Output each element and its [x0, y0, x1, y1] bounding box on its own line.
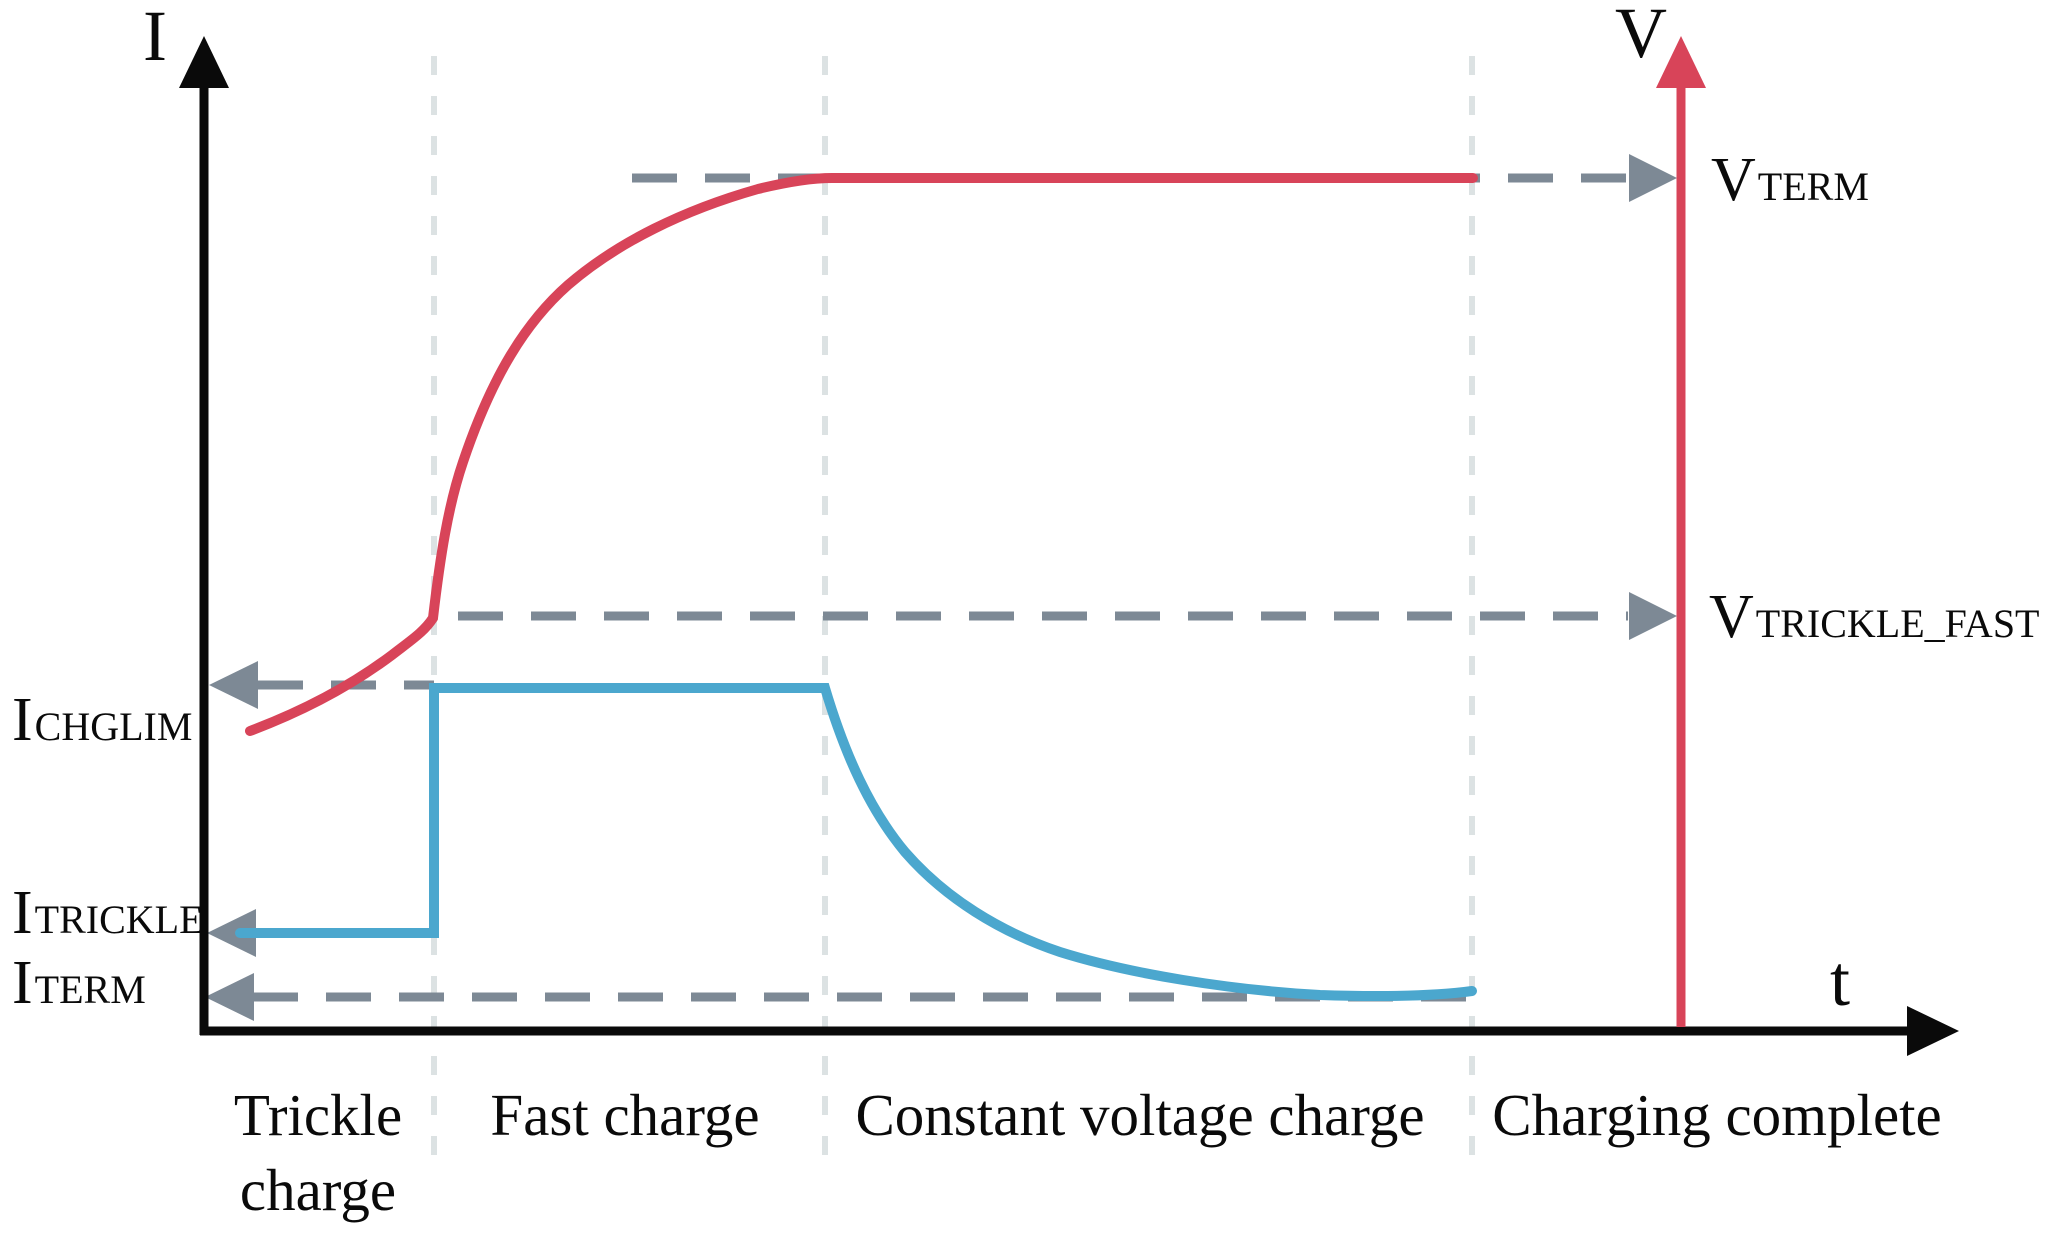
voltage-axis — [1656, 36, 1706, 1027]
v-term-arrow-icon — [1629, 154, 1677, 202]
current-axis — [179, 36, 229, 1035]
i-trickle-label: ITRICKLE — [12, 879, 204, 947]
phase-label-trickle-line1: Trickle — [234, 1082, 402, 1148]
voltage-axis-label: V — [1615, 0, 1667, 73]
annotation-lines — [253, 173, 1628, 1002]
i-term-arrow-icon — [205, 973, 254, 1021]
i-chglim-arrow-icon — [209, 661, 258, 709]
i-chglim-label: ICHGLIM — [12, 686, 192, 754]
v-trickle-fast-label: VTRICKLE_FAST — [1709, 583, 2040, 651]
current-curve — [235, 683, 1477, 1001]
phase-label-fast: Fast charge — [490, 1082, 759, 1148]
annotation-arrowheads — [205, 154, 1677, 1021]
time-axis-label: t — [1830, 941, 1850, 1021]
voltage-axis-arrow-icon — [1656, 36, 1706, 88]
phase-separators — [431, 56, 1475, 1172]
current-axis-label: I — [143, 0, 167, 76]
voltage-curve — [245, 173, 1478, 736]
phase-label-trickle-line2: charge — [240, 1157, 396, 1223]
i-trickle-arrow-icon — [207, 909, 256, 957]
phase-label-cv: Constant voltage charge — [855, 1082, 1424, 1148]
time-axis — [200, 1006, 1959, 1056]
phase-label-complete: Charging complete — [1492, 1082, 1942, 1148]
current-axis-arrow-icon — [179, 36, 229, 88]
v-term-label: VTERM — [1711, 146, 1869, 214]
v-trickle-fast-arrow-icon — [1629, 592, 1677, 640]
time-axis-arrow-icon — [1907, 1006, 1959, 1056]
i-term-label: ITERM — [12, 949, 146, 1017]
